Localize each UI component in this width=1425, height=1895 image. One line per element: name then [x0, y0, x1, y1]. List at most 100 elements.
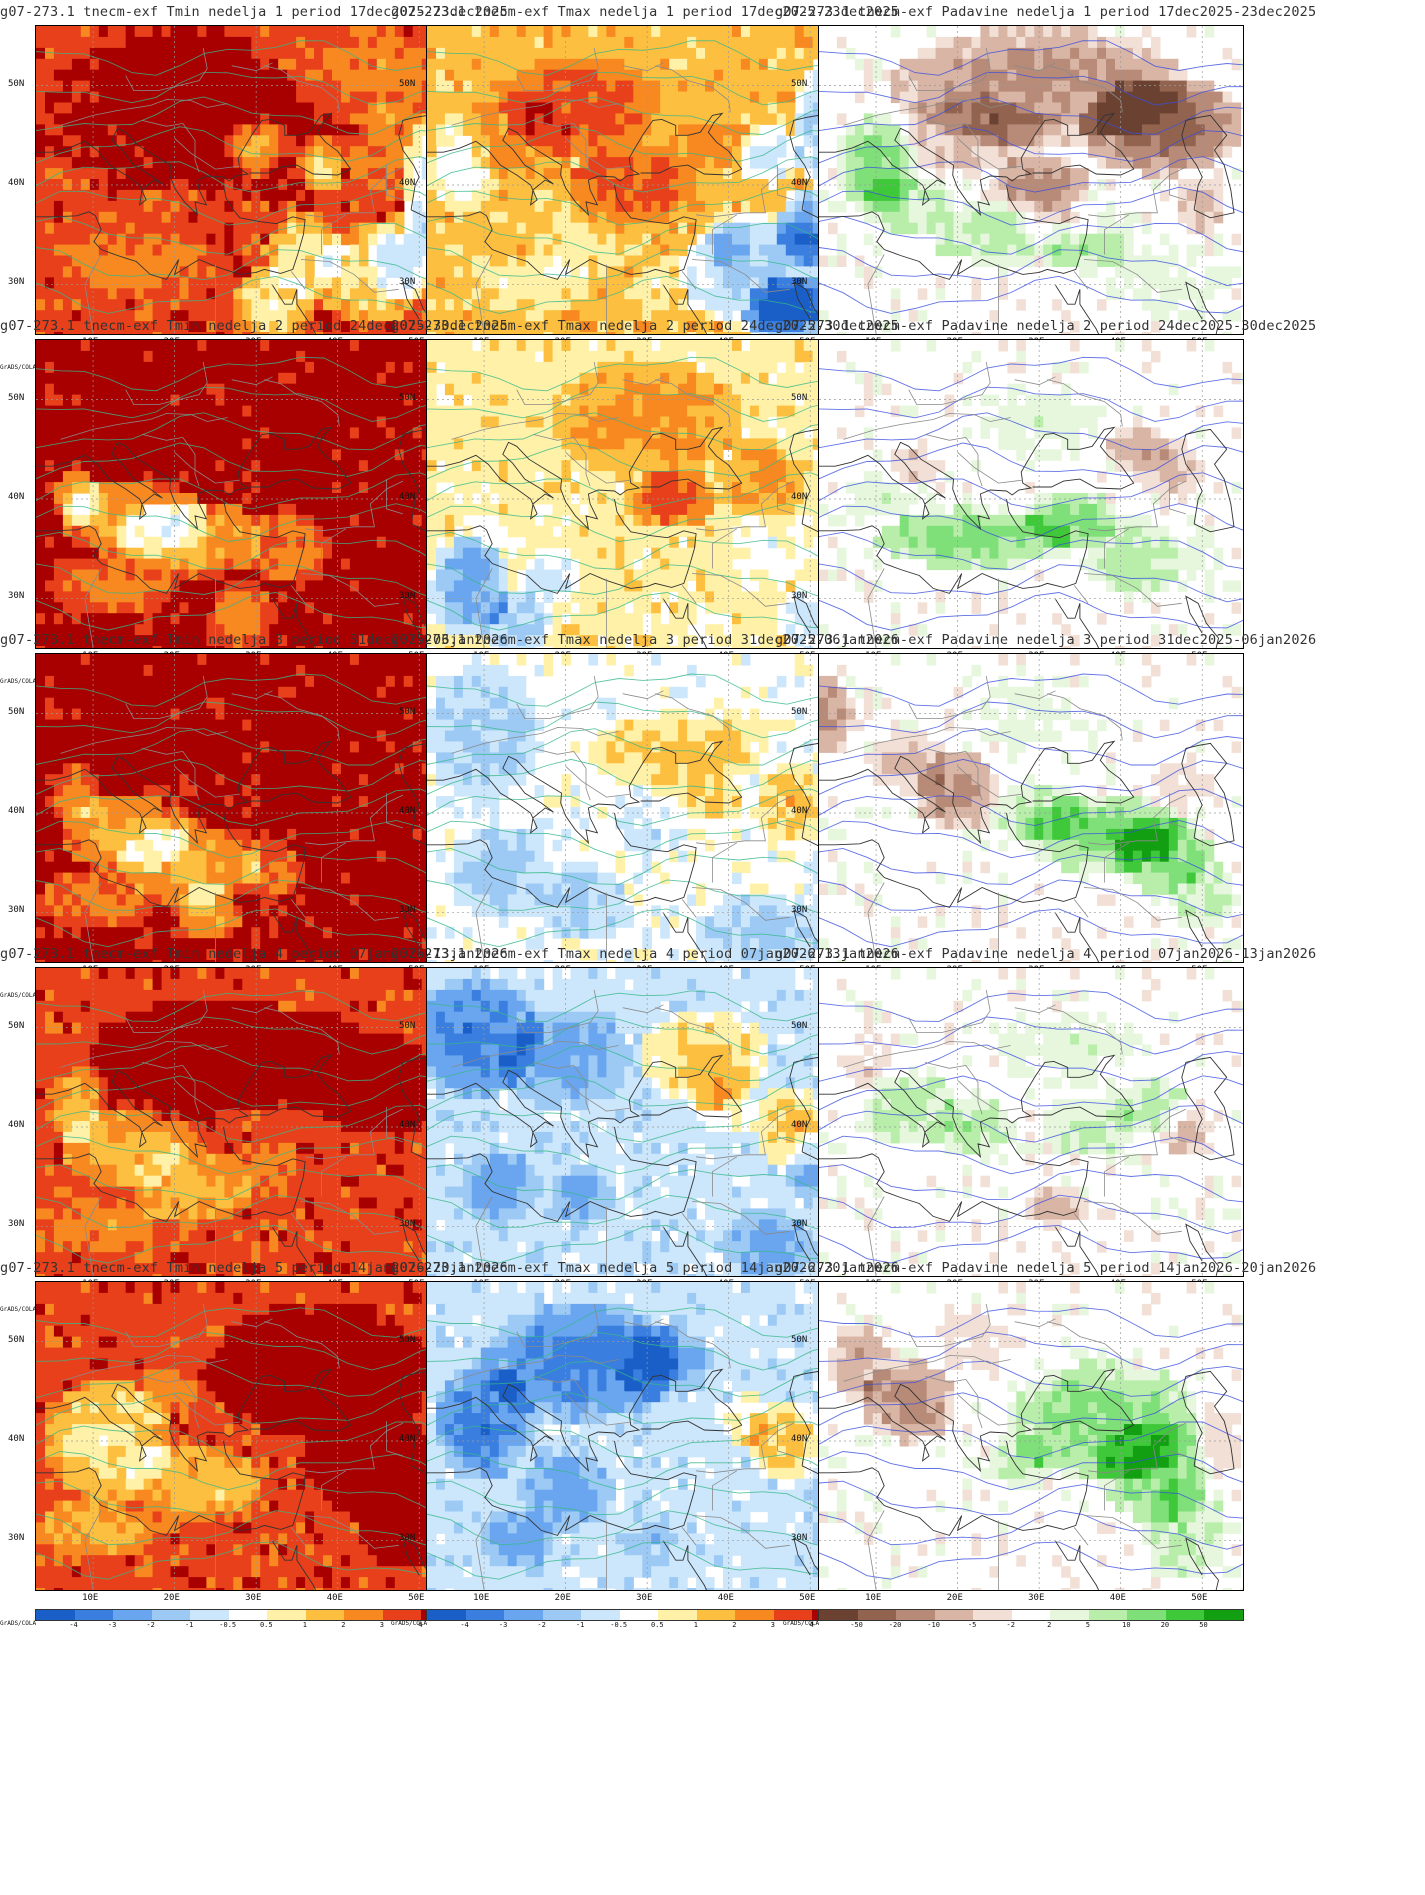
anomaly-cell [89, 493, 100, 505]
anomaly-cell [651, 244, 661, 257]
anomaly-cell [170, 288, 181, 300]
anomaly-cell [385, 179, 396, 191]
anomaly-cell [1016, 211, 1026, 224]
anomaly-cell [534, 36, 545, 49]
anomaly-cell [854, 58, 865, 71]
anomaly-cell [278, 525, 288, 538]
anomaly-cell [944, 244, 955, 257]
anomaly-cell [1177, 102, 1188, 114]
anomaly-cell [561, 255, 572, 267]
anomaly-cell [143, 427, 154, 439]
anomaly-cell [767, 58, 778, 71]
anomaly-cell [678, 321, 688, 333]
contour-line [36, 215, 460, 255]
anomaly-cell [696, 168, 706, 180]
anomaly-cell [669, 69, 679, 82]
anomaly-cell [233, 471, 243, 483]
anomaly-cell [305, 157, 315, 169]
anomaly-cell [305, 591, 315, 603]
anomaly-cell [62, 211, 73, 224]
anomaly-cell [125, 189, 136, 202]
anomaly-cell [1159, 80, 1170, 93]
anomaly-cell [367, 200, 378, 213]
anomaly-cell [152, 591, 163, 603]
anomaly-cell [89, 525, 100, 538]
anomaly-cell [606, 47, 616, 60]
anomaly-cell [552, 36, 563, 49]
anomaly-cell [349, 350, 360, 363]
anomaly-cell [215, 460, 225, 472]
anomaly-cell [224, 179, 234, 191]
anomaly-cell [197, 427, 207, 439]
anomaly-cell [98, 372, 109, 385]
anomaly-cell [606, 69, 616, 82]
anomaly-cell [436, 36, 446, 49]
anomaly-cell [444, 113, 455, 125]
anomaly-cell [376, 189, 387, 202]
anomaly-cell [251, 438, 261, 450]
anomaly-cell [412, 350, 423, 363]
anomaly-cell [36, 602, 46, 614]
anomaly-cell [53, 503, 64, 516]
anomaly-cell [403, 635, 414, 647]
anomaly-cell [367, 635, 378, 647]
anomaly-cell [687, 135, 697, 147]
anomaly-cell [305, 471, 315, 483]
anomaly-cell [588, 113, 598, 125]
anomaly-cell [917, 189, 928, 202]
anomaly-cell [606, 200, 616, 213]
anomaly-cell [45, 157, 55, 169]
anomaly-cell [161, 244, 172, 257]
anomaly-cell [260, 80, 270, 93]
anomaly-cell [224, 394, 234, 407]
anomaly-cell [1007, 69, 1017, 82]
anomaly-cell [1016, 58, 1026, 71]
anomaly-cell [651, 146, 661, 158]
anomaly-cell [1186, 288, 1197, 300]
anomaly-cell [179, 613, 190, 625]
anomaly-cell [767, 69, 778, 82]
anomaly-cell [714, 244, 724, 257]
anomaly-cell [803, 157, 814, 169]
anomaly-cell [385, 536, 396, 549]
anomaly-cell [385, 514, 396, 527]
anomaly-cell [1132, 266, 1143, 278]
anomaly-cell [525, 299, 536, 311]
anomaly-cell [269, 91, 279, 104]
anomaly-cell [341, 416, 351, 428]
anomaly-cell [1052, 69, 1062, 82]
anomaly-cell [971, 255, 982, 267]
anomaly-cell [278, 233, 288, 246]
anomaly-cell [233, 233, 243, 246]
anomaly-cell [170, 200, 181, 213]
anomaly-cell [269, 168, 279, 180]
anomaly-cell [224, 255, 234, 267]
anomaly-cell [1043, 211, 1053, 224]
anomaly-cell [98, 80, 109, 93]
anomaly-cell [116, 569, 127, 581]
anomaly-cell [98, 299, 109, 311]
anomaly-cell [332, 310, 342, 322]
anomaly-cell [134, 288, 145, 300]
anomaly-cell [287, 558, 297, 571]
anomaly-cell [427, 91, 437, 104]
anomaly-cell [224, 233, 234, 246]
anomaly-cell [570, 233, 581, 246]
anomaly-cell [1159, 157, 1170, 169]
anomaly-cell [944, 80, 955, 93]
anomaly-cell [125, 91, 136, 104]
anomaly-cell [62, 558, 73, 571]
anomaly-cell [107, 460, 118, 472]
anomaly-cell [45, 179, 55, 191]
anomaly-cell [62, 514, 73, 527]
anomaly-cell [314, 299, 324, 311]
anomaly-cell [705, 157, 715, 169]
anomaly-cell [80, 310, 91, 322]
anomaly-cell [1177, 310, 1188, 322]
anomaly-cell [341, 569, 351, 581]
anomaly-cell [80, 211, 91, 224]
anomaly-cell [394, 47, 405, 60]
anomaly-cell [152, 350, 163, 363]
anomaly-cell [534, 69, 545, 82]
anomaly-cell [287, 635, 297, 647]
